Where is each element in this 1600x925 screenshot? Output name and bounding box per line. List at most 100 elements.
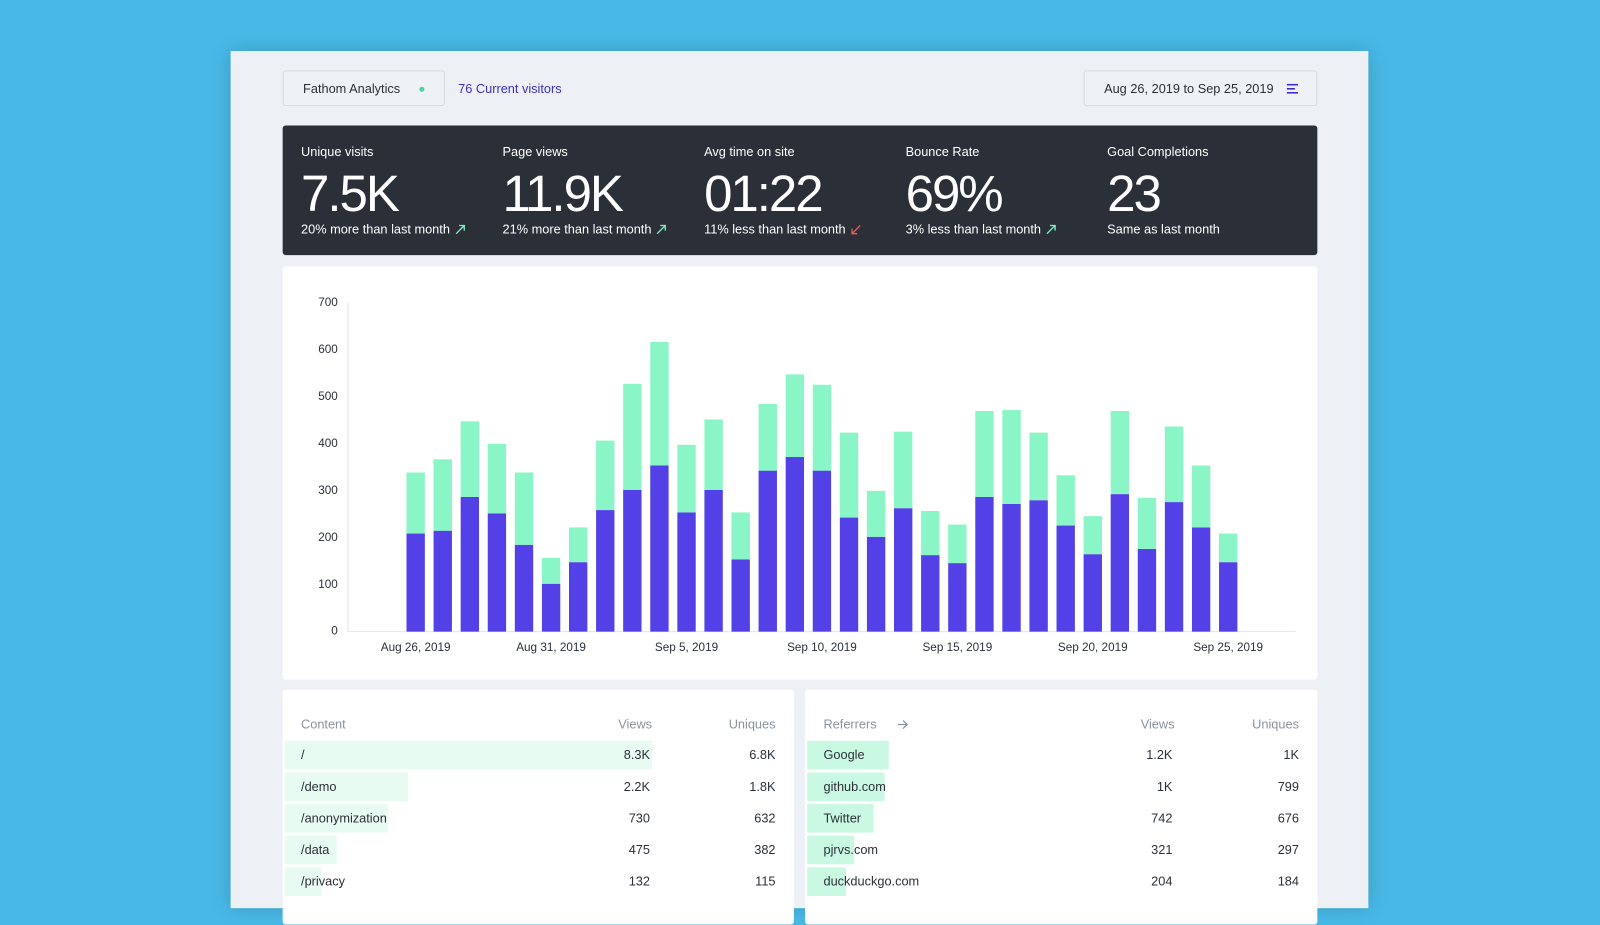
row-label: /demo [301, 779, 337, 794]
bar-segment [1164, 426, 1184, 503]
row-label: /data [301, 842, 330, 858]
table-row: Google 1.2K 1K [807, 740, 1319, 770]
stat-comparison: 21% more than last month [502, 222, 667, 237]
bar-segment [568, 562, 588, 632]
row-label: Google [823, 747, 865, 763]
stage: Fathom Analytics 76 Current visitors Aug… [230, 51, 1369, 925]
bar-segment [1056, 525, 1075, 632]
bar-segment [894, 431, 913, 509]
bar-segment [839, 517, 859, 632]
site-name: Fathom Analytics [303, 81, 401, 96]
bar-segment [541, 557, 561, 584]
bar-segment [921, 510, 940, 556]
row-uniques: 799 [1277, 779, 1299, 794]
bar-segment [758, 403, 777, 471]
column-header: Views [618, 717, 653, 732]
comparison-text: 21% more than last month [502, 222, 652, 237]
date-range: Aug 26, 2019 to Sep 25, 2019 [1104, 81, 1274, 96]
content-table: Content Views Uniques / 8.3K 6.8K/demo 2.2K 1.8… [282, 689, 796, 925]
row-bar [807, 804, 874, 833]
trend-arrow [851, 225, 861, 235]
chart: 0 100 200 300 400 500 600 700 Aug 26, 2019 Aug 31… [318, 296, 1296, 654]
row-bar [807, 772, 885, 802]
bar-segment [1110, 411, 1130, 495]
row-label: github.com [823, 779, 886, 794]
stats-bar: Unique visits 7.5K 20% more than last mont… [282, 125, 1318, 256]
stat-comparison: 11% less than last month [704, 222, 861, 237]
bar-segment [677, 444, 696, 513]
bar-segment [812, 384, 832, 471]
bar-segment [1029, 432, 1048, 501]
y-tick-label: 700 [318, 296, 338, 309]
bar-segment [866, 536, 886, 632]
table-row: /anonymization 730 632 [284, 804, 796, 833]
site-selector[interactable]: Fathom Analytics [282, 70, 445, 107]
bar-segment [1083, 554, 1102, 632]
bar-segment [568, 527, 588, 563]
y-tick-label: 200 [318, 531, 338, 544]
row-bar [807, 867, 846, 896]
row-uniques: 184 [1277, 874, 1299, 889]
row-bar [284, 867, 322, 896]
bar-segment [1191, 527, 1211, 632]
current-visitors[interactable]: 76 Current visitors [458, 81, 562, 96]
row-views: 730 [628, 811, 650, 826]
table-row: / 8.3K 6.8K [284, 740, 796, 770]
row-uniques: 297 [1277, 842, 1299, 858]
column-header: Views [1140, 717, 1175, 732]
row-bar [807, 740, 889, 770]
x-tick-label: Aug 31, 2019 [516, 641, 586, 654]
y-tick-label: 500 [318, 390, 338, 403]
bar-segment [894, 508, 913, 632]
row-views: 8.3K [623, 747, 650, 763]
row-label: Twitter [823, 811, 862, 826]
stat-value: 7.5K [301, 165, 400, 223]
table-row: pjrvs.com 321 297 [807, 835, 1319, 865]
bar-segment [541, 583, 561, 632]
row-label: /anonymization [301, 811, 387, 826]
bar-segment [731, 559, 750, 632]
table-row: duckduckgo.com 204 184 [807, 867, 1319, 896]
bar-segment [1191, 465, 1211, 528]
bar-segment [487, 513, 507, 632]
bar-segment [1002, 410, 1021, 504]
x-tick-label: Aug 26, 2019 [381, 641, 451, 654]
bar-segment [1029, 500, 1048, 632]
bar-segment [975, 411, 994, 497]
table-row: /privacy 132 115 [284, 867, 796, 896]
x-tick-label: Sep 5, 2019 [655, 641, 718, 654]
row-bar [284, 772, 409, 802]
bar-segment [731, 512, 750, 560]
x-tick-label: Sep 15, 2019 [922, 641, 992, 654]
bar-segment [1056, 475, 1075, 526]
row-uniques: 676 [1277, 811, 1299, 826]
row-bar [284, 835, 337, 865]
bar-segment [623, 489, 642, 632]
row-views: 204 [1151, 874, 1173, 889]
bar-segment [596, 510, 615, 632]
bar-segment [948, 563, 967, 632]
trend-arrow [1046, 224, 1056, 235]
bar-segment [487, 443, 507, 514]
x-tick-label: Sep 10, 2019 [787, 641, 857, 654]
bar-segment [596, 440, 615, 511]
bar-segment [514, 544, 534, 632]
stat-value: 69% [905, 165, 1004, 223]
table-row: Twitter 742 676 [807, 804, 1319, 833]
row-uniques: 632 [754, 811, 776, 826]
bar-segment [433, 459, 452, 531]
arrow [897, 719, 909, 730]
row-views: 1.2K [1146, 747, 1173, 763]
bar-segment [866, 490, 886, 537]
x-tick-label: Sep 25, 2019 [1193, 641, 1263, 654]
stat-label: Avg time on site [704, 144, 795, 160]
row-label: pjrvs.com [823, 842, 879, 858]
stat-comparison: 3% less than last month [906, 222, 1057, 237]
bar-segment [704, 489, 723, 632]
date-picker[interactable]: Aug 26, 2019 to Sep 25, 2019 [1083, 70, 1318, 107]
page: Fathom Analytics 76 Current visitors Aug… [230, 51, 1369, 925]
bar-segment [623, 383, 642, 490]
bar-segment [785, 457, 805, 632]
live-dot [419, 86, 425, 92]
bar-segment [1110, 494, 1130, 632]
